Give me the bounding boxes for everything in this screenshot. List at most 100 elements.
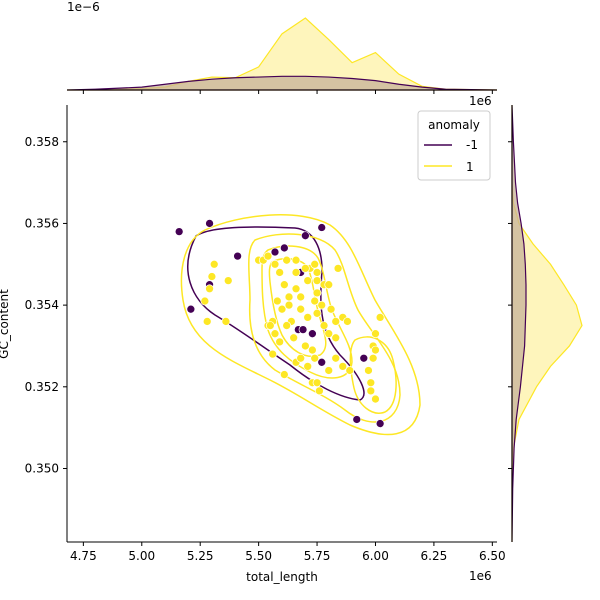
scatter-point-anomaly-1: [324, 366, 334, 375]
x-tick-label: 6.00: [362, 549, 389, 563]
scatter-point-anomaly-1: [291, 268, 301, 277]
scatter-point-anomaly-1: [319, 321, 329, 330]
scatter-point-anomaly-1: [338, 362, 348, 371]
scatter-point-anomaly-1: [284, 300, 294, 310]
legend: anomaly -1 1: [417, 110, 491, 181]
scatter-point-anomaly-neg1: [279, 243, 289, 253]
scatter-point-anomaly-neg1: [298, 325, 308, 334]
scatter-point-anomaly-1: [296, 292, 306, 302]
scatter-point-anomaly-1: [312, 276, 322, 285]
scatter-point-anomaly-1: [345, 366, 355, 375]
scatter-points: [174, 219, 385, 428]
scatter-point-anomaly-1: [303, 362, 313, 371]
scatter-point-anomaly-neg1: [317, 223, 327, 232]
scatter-point-anomaly-1: [303, 276, 313, 285]
scatter-point-anomaly-neg1: [359, 353, 369, 363]
legend-label-neg1: -1: [466, 138, 478, 152]
scatter-point-anomaly-neg1: [233, 251, 242, 261]
scatter-point-anomaly-1: [326, 304, 336, 314]
scatter-point-anomaly-1: [315, 386, 324, 396]
scatter-point-anomaly-1: [310, 296, 320, 306]
kde-contour-anomaly-1-outer: [180, 214, 421, 436]
scatter-point-anomaly-1: [366, 378, 376, 388]
scatter-point-anomaly-1: [371, 329, 380, 339]
scatter-point-anomaly-neg1: [186, 304, 196, 314]
scatter-point-anomaly-1: [371, 345, 380, 355]
y-tick-label: 0.358: [25, 135, 59, 149]
top-density-anomaly-neg1: [66, 75, 498, 91]
scatter-point-anomaly-1: [202, 317, 212, 326]
scatter-point-anomaly-1: [310, 353, 320, 363]
scatter-point-anomaly-1: [364, 366, 373, 375]
scatter-point-anomaly-1: [270, 329, 280, 339]
kde-contour-anomaly-neg1: [187, 226, 365, 401]
scatter-point-anomaly-1: [291, 255, 301, 265]
scatter-point-anomaly-1: [282, 255, 292, 265]
main-scatter-plot: 4.75 5.00 5.25 5.50 5.75 6.00 6.25 6.50 0.3500.…: [0, 105, 506, 584]
scatter-point-anomaly-1: [265, 321, 275, 330]
scatter-point-anomaly-1: [331, 333, 341, 343]
x-tick-label: 6.25: [421, 549, 448, 563]
scatter-point-anomaly-1: [301, 264, 310, 273]
x-tick-label: 5.25: [187, 549, 214, 563]
scatter-point-anomaly-1: [312, 308, 322, 318]
scatter-point-anomaly-1: [308, 345, 317, 355]
y-tick-label: 0.354: [25, 298, 59, 312]
scatter-point-anomaly-1: [343, 317, 352, 326]
scatter-point-anomaly-1: [368, 353, 378, 363]
x-tick-label: 5.50: [245, 549, 272, 563]
scatter-point-anomaly-1: [331, 317, 341, 326]
scatter-point-anomaly-1: [221, 317, 231, 326]
y-axis-title: GC_content: [0, 289, 11, 359]
scatter-point-anomaly-neg1: [301, 231, 310, 241]
scatter-point-anomaly-1: [275, 268, 285, 277]
legend-label-1: 1: [466, 160, 474, 174]
scatter-point-anomaly-neg1: [375, 419, 385, 428]
scatter-point-anomaly-1: [270, 259, 280, 269]
right-marginal-offset-label: 1e6: [469, 94, 492, 108]
kde-contours: [180, 214, 421, 436]
scatter-point-anomaly-1: [375, 313, 385, 322]
y-tick-label: 0.356: [25, 216, 59, 230]
x-tick-label: 4.75: [70, 549, 97, 563]
scatter-point-anomaly-neg1: [270, 247, 280, 257]
scatter-point-anomaly-1: [303, 313, 313, 322]
scatter-point-anomaly-1: [366, 386, 376, 396]
legend-box: [417, 110, 491, 181]
scatter-point-anomaly-1: [279, 370, 289, 379]
scatter-point-anomaly-1: [272, 296, 282, 306]
scatter-point-anomaly-1: [209, 259, 219, 269]
scatter-point-anomaly-1: [275, 337, 285, 347]
x-axis-title: total_length: [246, 570, 318, 584]
scatter-point-anomaly-1: [312, 268, 322, 277]
scatter-point-anomaly-1: [289, 333, 299, 343]
right-density-anomaly-neg1: [511, 104, 527, 543]
scatter-point-anomaly-1: [371, 394, 380, 404]
scatter-point-anomaly-1: [223, 276, 233, 285]
scatter-point-anomaly-neg1: [205, 219, 214, 228]
x-tick-label: 5.00: [128, 549, 155, 563]
scatter-point-anomaly-1: [317, 300, 327, 310]
scatter-point-anomaly-1: [312, 378, 322, 388]
kde-contour-anomaly-1-mid1: [248, 233, 401, 423]
top-marginal-offset-label: 1e−6: [67, 0, 100, 14]
scatter-point-anomaly-1: [279, 280, 289, 290]
scatter-point-anomaly-neg1: [308, 329, 317, 339]
y-axis-ticks: 0.350 0.352 0.354 0.356 0.358: [25, 135, 67, 475]
scatter-point-anomaly-1: [207, 272, 217, 281]
scatter-point-anomaly-1: [291, 284, 301, 294]
scatter-point-anomaly-1: [324, 280, 334, 290]
scatter-point-anomaly-1: [284, 292, 294, 302]
scatter-point-anomaly-1: [331, 353, 341, 363]
scatter-point-anomaly-1: [205, 284, 214, 294]
scatter-point-anomaly-1: [282, 321, 292, 330]
scatter-point-anomaly-1: [301, 341, 310, 351]
kde-contour-anomaly-1-mid2: [261, 245, 353, 379]
scatter-point-anomaly-neg1: [352, 415, 362, 424]
scatter-point-anomaly-1: [268, 349, 278, 359]
x-tick-label: 5.75: [304, 549, 331, 563]
scatter-point-anomaly-1: [200, 296, 210, 306]
scatter-point-anomaly-1: [312, 288, 322, 298]
y-tick-label: 0.350: [25, 461, 59, 475]
